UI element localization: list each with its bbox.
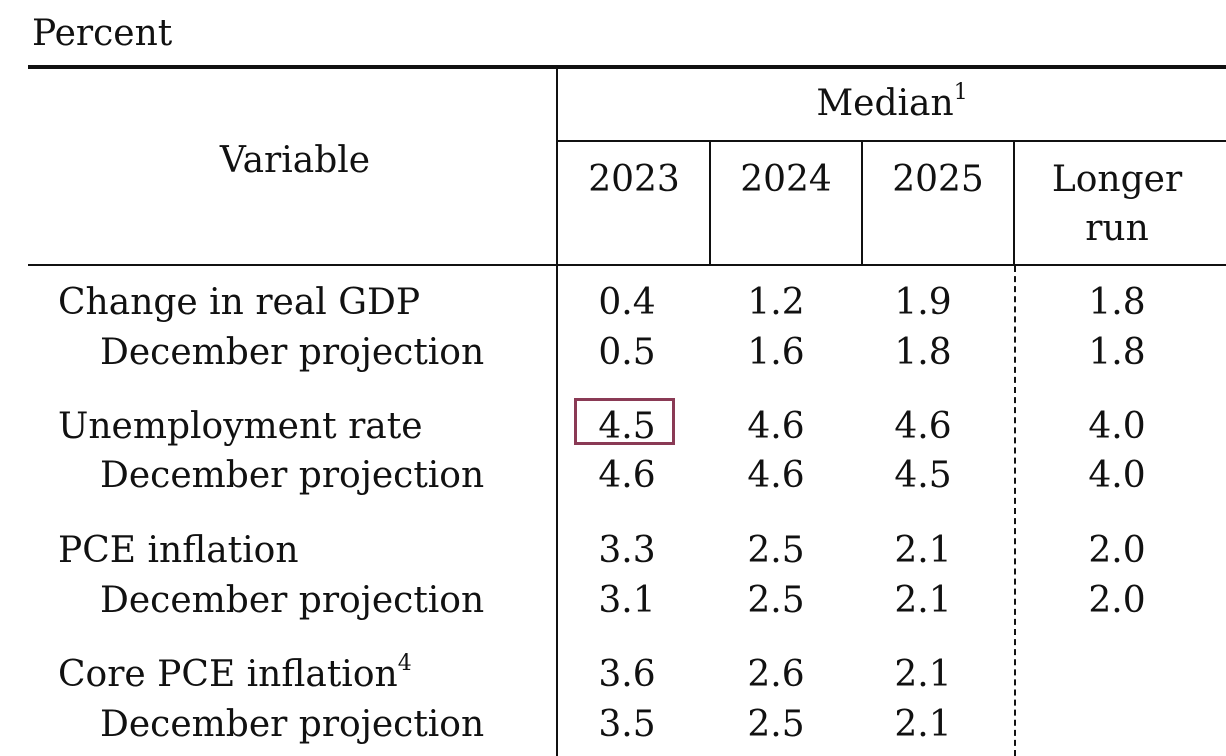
cell-unemployment-2023: 4.5 xyxy=(598,406,656,447)
variable-column-divider xyxy=(556,69,558,756)
median-header: Median1 xyxy=(558,82,1226,124)
cell-unemployment-2024: 4.6 xyxy=(747,406,805,447)
cell-real-gdp-december-2025: 1.8 xyxy=(894,332,952,373)
row-label-core-pce-december: December projection xyxy=(100,704,485,745)
cell-real-gdp-2023: 0.4 xyxy=(598,282,656,323)
cell-pce-inflation-december-2025: 2.1 xyxy=(894,580,952,621)
cell-real-gdp-2024: 1.2 xyxy=(747,282,805,323)
longer-run-header-line2: run xyxy=(1085,208,1149,249)
row-label-pce-inflation-december: December projection xyxy=(100,580,485,621)
row-label-unemployment: Unemployment rate xyxy=(58,406,423,447)
cell-core-pce-december-2025: 2.1 xyxy=(894,704,952,745)
cell-core-pce-december-2023: 3.5 xyxy=(598,704,656,745)
cell-real-gdp-longer-run: 1.8 xyxy=(1088,282,1146,323)
row-label-unemployment-december: December projection xyxy=(100,455,485,496)
cell-pce-inflation-2025: 2.1 xyxy=(894,530,952,571)
header-bottom-rule xyxy=(28,264,1226,266)
cell-core-pce-december-2024: 2.5 xyxy=(747,704,805,745)
cell-unemployment-longer-run: 4.0 xyxy=(1088,406,1146,447)
cell-pce-inflation-december-2024: 2.5 xyxy=(747,580,805,621)
core-pce-footnote-marker: 4 xyxy=(397,651,412,676)
cell-unemployment-december-2025: 4.5 xyxy=(894,455,952,496)
col-divider-2023-2024 xyxy=(709,142,711,264)
cell-unemployment-2025: 4.6 xyxy=(894,406,952,447)
cell-core-pce-2024: 2.6 xyxy=(747,654,805,695)
cell-pce-inflation-2023: 3.3 xyxy=(598,530,656,571)
row-label-pce-inflation: PCE inflation xyxy=(58,530,299,571)
row-label-real-gdp: Change in real GDP xyxy=(58,282,421,323)
median-rule xyxy=(558,140,1226,142)
row-label-real-gdp-december: December projection xyxy=(100,332,485,373)
cell-unemployment-december-2024: 4.6 xyxy=(747,455,805,496)
cell-pce-inflation-december-2023: 3.1 xyxy=(598,580,656,621)
year-header-2024: 2024 xyxy=(740,159,832,200)
cell-core-pce-2023: 3.6 xyxy=(598,654,656,695)
cell-unemployment-december-longer-run: 4.0 xyxy=(1088,455,1146,496)
year-header-2023: 2023 xyxy=(588,159,680,200)
cell-pce-inflation-december-longer-run: 2.0 xyxy=(1088,580,1146,621)
col-divider-2025-longer xyxy=(1013,142,1015,264)
longer-run-header-line1: Longer xyxy=(1051,159,1183,200)
cell-pce-inflation-2024: 2.5 xyxy=(747,530,805,571)
highlight-box xyxy=(574,398,675,445)
median-header-label: Median xyxy=(816,83,954,124)
cell-core-pce-2025: 2.1 xyxy=(894,654,952,695)
cell-real-gdp-2025: 1.9 xyxy=(894,282,952,323)
cell-pce-inflation-longer-run: 2.0 xyxy=(1088,530,1146,571)
core-pce-label-text: Core PCE inflation xyxy=(58,654,398,695)
cell-real-gdp-december-2024: 1.6 xyxy=(747,332,805,373)
col-divider-2024-2025 xyxy=(861,142,863,264)
cell-real-gdp-december-longer-run: 1.8 xyxy=(1088,332,1146,373)
longer-run-dashed-divider xyxy=(1014,266,1016,756)
year-header-2025: 2025 xyxy=(892,159,984,200)
cell-real-gdp-december-2023: 0.5 xyxy=(598,332,656,373)
unit-label: Percent xyxy=(32,13,173,54)
top-rule xyxy=(28,65,1226,69)
variable-header: Variable xyxy=(219,140,371,181)
row-label-core-pce-inflation: Core PCE inflation4 xyxy=(58,653,412,695)
cell-unemployment-december-2023: 4.6 xyxy=(598,455,656,496)
median-footnote-marker: 1 xyxy=(953,80,968,105)
